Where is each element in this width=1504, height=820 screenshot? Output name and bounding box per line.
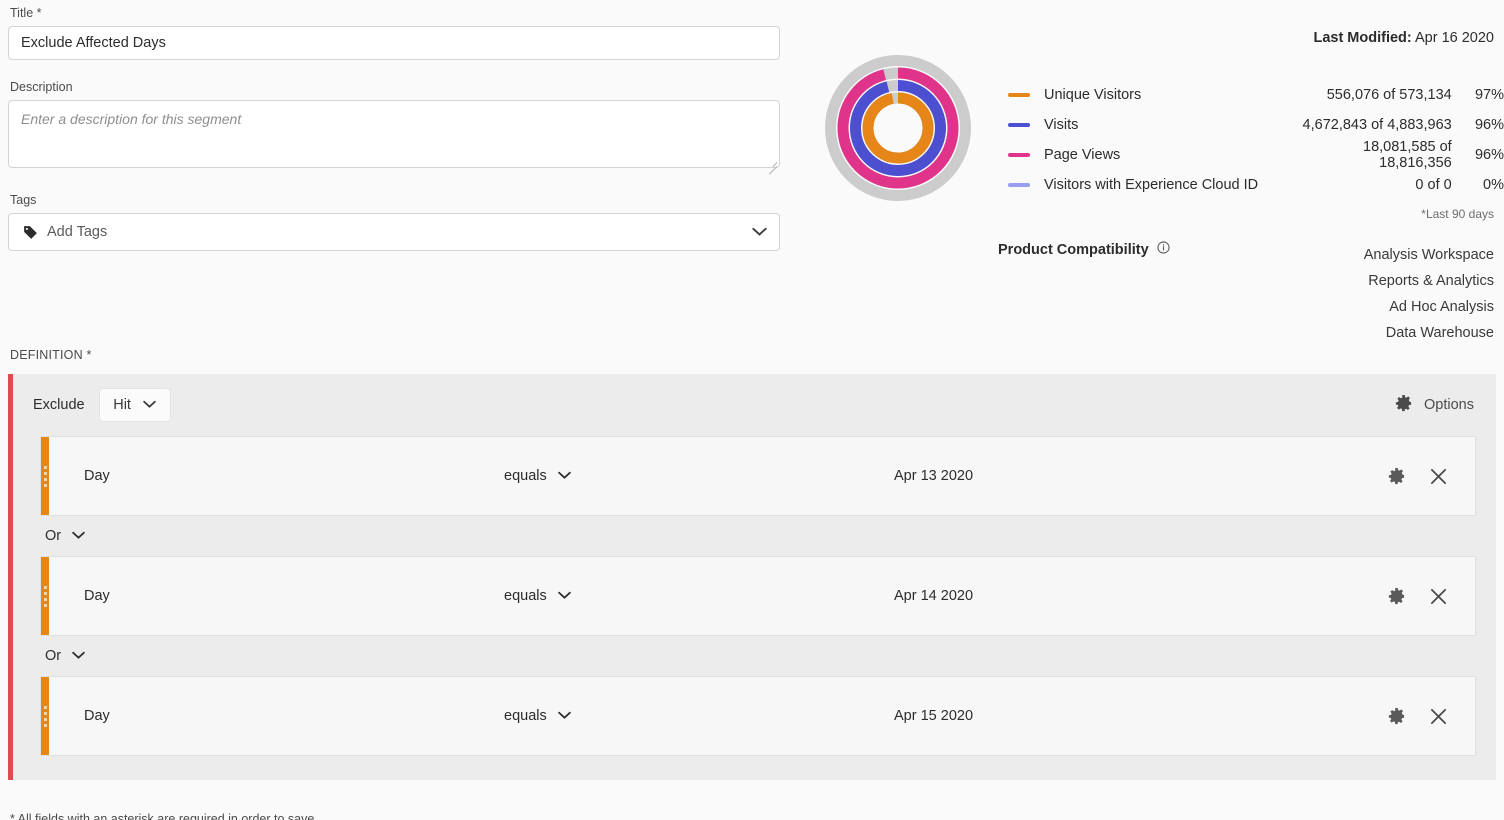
rule-operator-value: equals [504, 708, 547, 724]
chevron-down-icon [557, 708, 571, 724]
compatibility-label: Product Compatibility [998, 241, 1149, 258]
rule-operator-value: equals [504, 468, 547, 484]
title-input[interactable] [8, 26, 780, 60]
connector-label: Or [45, 648, 62, 664]
rule-value[interactable]: Apr 13 2020 [894, 468, 974, 484]
metric-row: Visits 4,672,843 of 4,883,963 96% [1008, 110, 1504, 140]
definition-label: DEFINITION * [10, 348, 92, 362]
metric-row: Visitors with Experience Cloud ID 0 of 0 0… [1008, 170, 1504, 200]
metrics-donut-chart [825, 55, 971, 201]
rule-value[interactable]: Apr 14 2020 [894, 588, 974, 604]
rule-connector-or[interactable]: Or [40, 636, 110, 676]
rule-actions [1387, 707, 1475, 726]
chevron-down-icon [72, 648, 85, 664]
chevron-down-icon [752, 227, 767, 237]
close-icon[interactable] [1430, 468, 1447, 485]
metrics-list: Unique Visitors 556,076 of 573,134 97% Visi… [1008, 80, 1504, 200]
chevron-down-icon [557, 588, 571, 604]
rules-container: Day equals Apr 13 2020 Or Day equals Apr 14 20… [13, 436, 1496, 756]
metric-color-swatch [1008, 183, 1030, 187]
rule-value[interactable]: Apr 15 2020 [894, 708, 974, 724]
rule-connector-or[interactable]: Or [40, 516, 110, 556]
metrics-footnote: *Last 90 days [1421, 207, 1494, 221]
metric-row: Unique Visitors 556,076 of 573,134 97% [1008, 80, 1504, 110]
options-button[interactable]: Options [1394, 394, 1478, 417]
rule-operator-select[interactable]: equals [504, 468, 894, 484]
metric-color-swatch [1008, 93, 1030, 97]
metric-value: 18,081,585 of 18,816,356 [1363, 139, 1452, 171]
rule-drag-handle[interactable] [41, 437, 49, 515]
metric-value: 0 of 0 [1415, 177, 1452, 193]
rule-dimension[interactable]: Day [84, 708, 110, 724]
metric-name: Unique Visitors [1044, 87, 1142, 103]
rule-actions [1387, 587, 1475, 606]
gear-icon [1394, 394, 1413, 417]
rule-operator-value: equals [504, 588, 547, 604]
metric-percent: 0% [1483, 177, 1504, 193]
last-modified-label: Last Modified: [1313, 30, 1412, 46]
metric-name: Page Views [1044, 147, 1121, 163]
gear-icon[interactable] [1387, 587, 1406, 606]
metric-color-swatch [1008, 153, 1030, 157]
chevron-down-icon [557, 468, 571, 484]
compatibility-item: Analysis Workspace [1363, 247, 1494, 263]
rule-drag-handle[interactable] [41, 677, 49, 755]
rule-operator-select[interactable]: equals [504, 588, 894, 604]
rule-dimension[interactable]: Day [84, 588, 110, 604]
metric-percent: 96% [1474, 147, 1504, 163]
connector-label: Or [45, 528, 62, 544]
info-icon[interactable] [1157, 241, 1170, 258]
description-input[interactable] [8, 100, 780, 168]
product-compatibility-title: Product Compatibility [998, 241, 1170, 258]
rule-operator-select[interactable]: equals [504, 708, 894, 724]
tag-icon [23, 225, 38, 240]
chevron-down-icon [143, 397, 156, 413]
metric-color-swatch [1008, 123, 1030, 127]
close-icon[interactable] [1430, 588, 1447, 605]
required-fields-note: * All fields with an asterisk are requir… [10, 812, 315, 820]
last-modified-value: Apr 16 2020 [1414, 30, 1494, 46]
rule-row: Day equals Apr 14 2020 [40, 556, 1476, 636]
metric-value: 4,672,843 of 4,883,963 [1302, 117, 1452, 133]
definition-header: Exclude Hit Options [13, 374, 1496, 436]
metric-name: Visits [1044, 117, 1079, 133]
segment-form: Title * Description Tags Add Tags [8, 6, 780, 251]
description-label: Description [10, 80, 73, 94]
options-label: Options [1424, 397, 1474, 413]
tags-placeholder: Add Tags [47, 224, 108, 240]
close-icon[interactable] [1430, 708, 1447, 725]
tags-select[interactable]: Add Tags [8, 213, 780, 251]
title-label: Title * [10, 6, 42, 20]
gear-icon[interactable] [1387, 467, 1406, 486]
description-wrapper [8, 100, 780, 175]
definition-container: Exclude Hit Options Day equals Apr 13 2020… [8, 374, 1496, 780]
compatibility-item: Ad Hoc Analysis [1389, 299, 1494, 315]
exclude-label: Exclude [33, 397, 85, 413]
compatibility-item: Data Warehouse [1385, 325, 1494, 341]
tags-label: Tags [10, 193, 37, 207]
container-scope-select[interactable]: Hit [98, 388, 171, 422]
chevron-down-icon [72, 528, 85, 544]
gear-icon[interactable] [1387, 707, 1406, 726]
metric-percent: 97% [1474, 87, 1504, 103]
product-compatibility-list: Analysis Workspace Reports & Analytics Ad … [1364, 242, 1494, 346]
metric-value: 556,076 of 573,134 [1326, 87, 1452, 103]
metric-row: Page Views 18,081,585 of 18,816,356 96% [1008, 139, 1504, 171]
rule-row: Day equals Apr 13 2020 [40, 436, 1476, 516]
metric-percent: 96% [1474, 117, 1504, 133]
compatibility-item: Reports & Analytics [1368, 273, 1494, 289]
rule-drag-handle[interactable] [41, 557, 49, 635]
rule-dimension[interactable]: Day [84, 468, 110, 484]
last-modified: Last Modified: Apr 16 2020 [1313, 30, 1494, 46]
container-scope-value: Hit [113, 397, 131, 413]
metric-name: Visitors with Experience Cloud ID [1044, 177, 1259, 193]
rule-actions [1387, 467, 1475, 486]
rule-row: Day equals Apr 15 2020 [40, 676, 1476, 756]
